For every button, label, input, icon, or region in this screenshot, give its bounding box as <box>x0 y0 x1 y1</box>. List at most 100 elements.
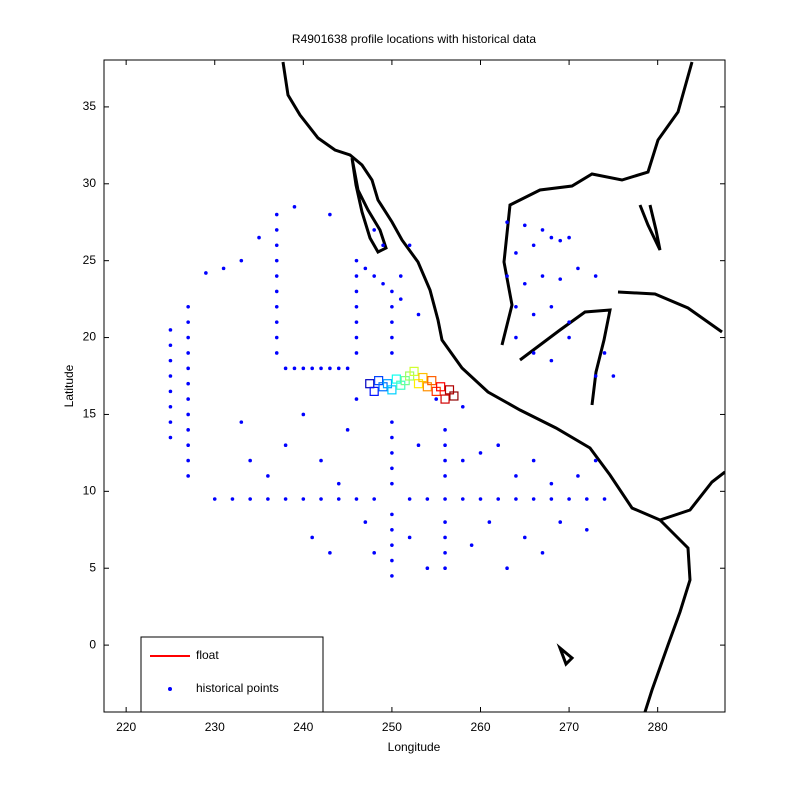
y-tick-label: 35 <box>83 99 97 113</box>
historical-point <box>328 551 332 555</box>
float-profile <box>418 372 428 383</box>
historical-point <box>407 243 412 248</box>
historical-point <box>558 238 563 243</box>
historical-point <box>390 435 394 440</box>
historical-point <box>398 274 403 278</box>
historical-point <box>283 366 288 371</box>
historical-point <box>328 212 332 217</box>
x-tick-label: 250 <box>382 720 402 734</box>
historical-point <box>168 420 173 424</box>
float-profile <box>436 382 446 392</box>
historical-point <box>522 535 527 540</box>
historical-point <box>274 212 279 217</box>
historical-point <box>230 497 235 501</box>
historical-point <box>168 389 173 394</box>
x-tick-label: 260 <box>470 720 490 734</box>
historical-point <box>186 458 190 463</box>
historical-point <box>505 220 509 225</box>
historical-point <box>266 474 270 478</box>
historical-point <box>505 566 509 571</box>
historical-point <box>186 397 190 401</box>
historical-point <box>416 443 421 448</box>
historical-point <box>274 258 279 263</box>
historical-point <box>248 497 252 501</box>
historical-point <box>390 512 394 517</box>
historical-point <box>186 366 190 371</box>
historical-point <box>514 474 518 478</box>
historical-point <box>443 497 447 501</box>
historical-point <box>274 351 279 355</box>
historical-point <box>186 474 190 478</box>
historical-point <box>443 566 447 571</box>
historical-point <box>390 481 394 486</box>
historical-point <box>390 558 394 563</box>
historical-point <box>319 458 323 463</box>
historical-point <box>443 443 447 448</box>
historical-point <box>549 497 554 501</box>
historical-point <box>602 497 607 501</box>
historical-point <box>540 228 545 232</box>
historical-point <box>549 235 554 240</box>
historical-point <box>186 320 190 324</box>
historical-point <box>274 305 279 309</box>
historical-point <box>381 243 385 248</box>
y-tick-label: 15 <box>83 407 97 421</box>
historical-point <box>310 366 314 371</box>
historical-point <box>434 397 439 401</box>
historical-point <box>274 289 279 294</box>
historical-point <box>531 312 536 317</box>
historical-point <box>372 497 376 501</box>
historical-point <box>425 497 430 501</box>
historical-point <box>558 277 563 281</box>
historical-point <box>390 289 394 294</box>
historical-point <box>168 343 173 348</box>
historical-point <box>363 266 368 271</box>
historical-point <box>283 497 288 501</box>
y-tick-label: 0 <box>89 637 96 651</box>
historical-point <box>354 305 359 309</box>
historical-point <box>186 443 190 448</box>
y-tick-label: 10 <box>83 484 97 498</box>
historical-point <box>443 535 447 540</box>
historical-point <box>274 320 279 324</box>
historical-point <box>390 335 394 340</box>
float-profile <box>427 376 437 386</box>
historical-point <box>301 412 306 417</box>
historical-point <box>443 474 447 478</box>
x-tick-label: 270 <box>559 720 579 734</box>
historical-point <box>345 428 350 432</box>
historical-point <box>248 458 252 463</box>
historical-point <box>274 228 279 232</box>
historical-point <box>478 497 483 501</box>
historical-point <box>239 258 244 263</box>
y-tick-label: 25 <box>83 253 97 267</box>
historical-point <box>567 497 571 501</box>
historical-point <box>522 281 527 286</box>
historical-point <box>540 551 545 555</box>
historical-point <box>363 520 368 524</box>
historical-point <box>381 281 385 286</box>
historical-point <box>443 520 447 524</box>
historical-point <box>390 574 394 578</box>
coastline <box>281 61 725 712</box>
historical-point <box>469 543 474 547</box>
historical-point <box>354 351 359 355</box>
historical-point <box>496 497 501 501</box>
x-tick-label: 280 <box>648 720 668 734</box>
historical-point <box>567 335 571 340</box>
historical-point <box>204 271 208 275</box>
x-axis-label: Longitude <box>388 740 441 754</box>
y-axis-label: Latitude <box>62 364 76 407</box>
historical-point <box>336 481 341 486</box>
float-profile <box>369 386 379 396</box>
historical-point <box>274 243 279 248</box>
historical-point <box>390 320 394 324</box>
historical-point <box>186 381 190 386</box>
historical-point <box>540 274 545 278</box>
historical-point <box>487 520 492 524</box>
historical-point <box>186 335 190 340</box>
historical-point <box>390 351 394 355</box>
historical-point <box>416 312 421 317</box>
historical-point <box>257 235 261 240</box>
